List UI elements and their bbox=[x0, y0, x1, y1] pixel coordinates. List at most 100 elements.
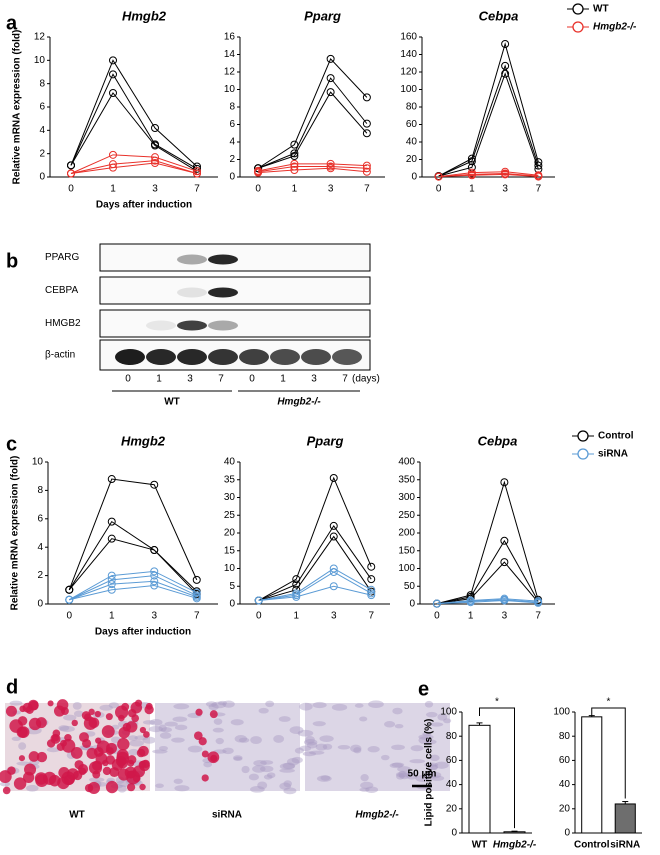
replicate-line bbox=[69, 580, 197, 601]
cell bbox=[158, 724, 167, 732]
x-tick-label: 3 bbox=[151, 611, 157, 622]
y-axis-label: Relative mRNA expression (fold) bbox=[10, 456, 21, 611]
cell bbox=[172, 716, 188, 722]
chart-title: Pparg bbox=[304, 8, 341, 23]
cell bbox=[117, 784, 127, 793]
lipid-droplet bbox=[118, 714, 125, 722]
cell bbox=[161, 727, 172, 733]
cell bbox=[391, 744, 405, 751]
y-tick-label: 5 bbox=[229, 581, 235, 592]
blot-band bbox=[177, 320, 207, 331]
lipid-droplet bbox=[94, 710, 101, 718]
x-tick-label: 1 bbox=[110, 184, 116, 195]
y-tick-label: 40 bbox=[224, 457, 236, 468]
data-point bbox=[290, 140, 299, 149]
cell bbox=[187, 745, 203, 753]
cell bbox=[89, 777, 105, 783]
data-point bbox=[254, 596, 263, 605]
y-tick-label: 100 bbox=[553, 707, 570, 718]
lipid-droplet bbox=[105, 780, 119, 794]
cell bbox=[278, 716, 291, 722]
replicate-line bbox=[436, 599, 539, 605]
cell bbox=[392, 707, 403, 715]
cell bbox=[174, 724, 188, 731]
y-tick-label: 80 bbox=[406, 102, 418, 113]
blot-band bbox=[332, 349, 362, 365]
data-point bbox=[367, 591, 376, 600]
group-label: WT bbox=[164, 397, 180, 408]
cell bbox=[359, 716, 368, 722]
y-tick-label: 60 bbox=[446, 755, 458, 766]
cell bbox=[174, 785, 190, 792]
x-tick-label: siRNA bbox=[610, 840, 640, 851]
data-point bbox=[109, 89, 117, 97]
replicate-line bbox=[438, 171, 539, 178]
legend-marker bbox=[572, 3, 584, 15]
lane-label: 7 bbox=[218, 374, 224, 385]
blot-band bbox=[146, 349, 176, 365]
lipid-droplet bbox=[22, 702, 33, 713]
cell bbox=[383, 721, 396, 728]
cell bbox=[128, 748, 140, 756]
cell bbox=[391, 762, 405, 768]
y-tick-label: 160 bbox=[400, 32, 417, 43]
y-tick-label: 35 bbox=[224, 474, 236, 485]
cell bbox=[291, 756, 303, 764]
data-point bbox=[501, 40, 510, 48]
cell bbox=[218, 700, 228, 706]
y-tick-label: 14 bbox=[224, 49, 236, 60]
y-tick-label: 10 bbox=[34, 55, 46, 66]
cell bbox=[250, 736, 262, 745]
replicate-line bbox=[438, 42, 539, 177]
y-tick-label: 100 bbox=[398, 563, 415, 574]
cell bbox=[208, 703, 219, 711]
y-tick-label: 0 bbox=[37, 599, 43, 610]
y-tick-label: 4 bbox=[37, 542, 43, 553]
data-point bbox=[362, 119, 371, 128]
cell bbox=[58, 725, 70, 731]
x-tick-label: 0 bbox=[436, 184, 442, 195]
replicate-line bbox=[69, 570, 197, 601]
legend-marker bbox=[572, 21, 584, 33]
replicate-line bbox=[70, 162, 198, 174]
lipid-droplet bbox=[194, 731, 203, 740]
chart-title: Pparg bbox=[307, 433, 344, 448]
lane-label: 3 bbox=[187, 374, 193, 385]
blot-band bbox=[177, 349, 207, 365]
lipid-droplet bbox=[130, 701, 143, 714]
panel-letter: d bbox=[6, 676, 18, 698]
lipid-droplet bbox=[46, 739, 56, 748]
lipid-droplet bbox=[141, 759, 150, 768]
cell bbox=[322, 743, 333, 750]
replicate-line bbox=[258, 571, 372, 601]
y-tick-label: 400 bbox=[398, 457, 415, 468]
cell bbox=[279, 782, 292, 790]
data-point bbox=[501, 170, 510, 179]
data-point bbox=[65, 595, 74, 604]
panel-letter: a bbox=[6, 12, 18, 34]
replicate-line bbox=[69, 575, 197, 601]
blot-row-label: CEBPA bbox=[45, 285, 78, 296]
cell bbox=[428, 764, 438, 770]
data-point bbox=[329, 521, 338, 530]
cell bbox=[422, 731, 432, 737]
data-point bbox=[326, 74, 335, 83]
data-point bbox=[329, 473, 338, 482]
x-tick-label: 3 bbox=[331, 611, 337, 622]
lipid-droplet bbox=[127, 783, 136, 792]
cell bbox=[260, 760, 274, 765]
y-tick-label: 40 bbox=[559, 779, 571, 790]
y-tick-label: 0 bbox=[229, 599, 235, 610]
data-point bbox=[192, 588, 201, 597]
cell bbox=[9, 700, 23, 706]
data-point bbox=[150, 567, 159, 576]
y-tick-label: 6 bbox=[39, 102, 45, 113]
x-tick-label: 3 bbox=[328, 184, 334, 195]
cell bbox=[312, 721, 326, 727]
data-point bbox=[434, 172, 443, 181]
significance-label: * bbox=[607, 697, 611, 708]
y-tick-label: 25 bbox=[224, 510, 236, 521]
x-axis-label: Days after induction bbox=[96, 200, 192, 211]
cell bbox=[418, 734, 434, 740]
lane-label: 7 bbox=[342, 374, 348, 385]
